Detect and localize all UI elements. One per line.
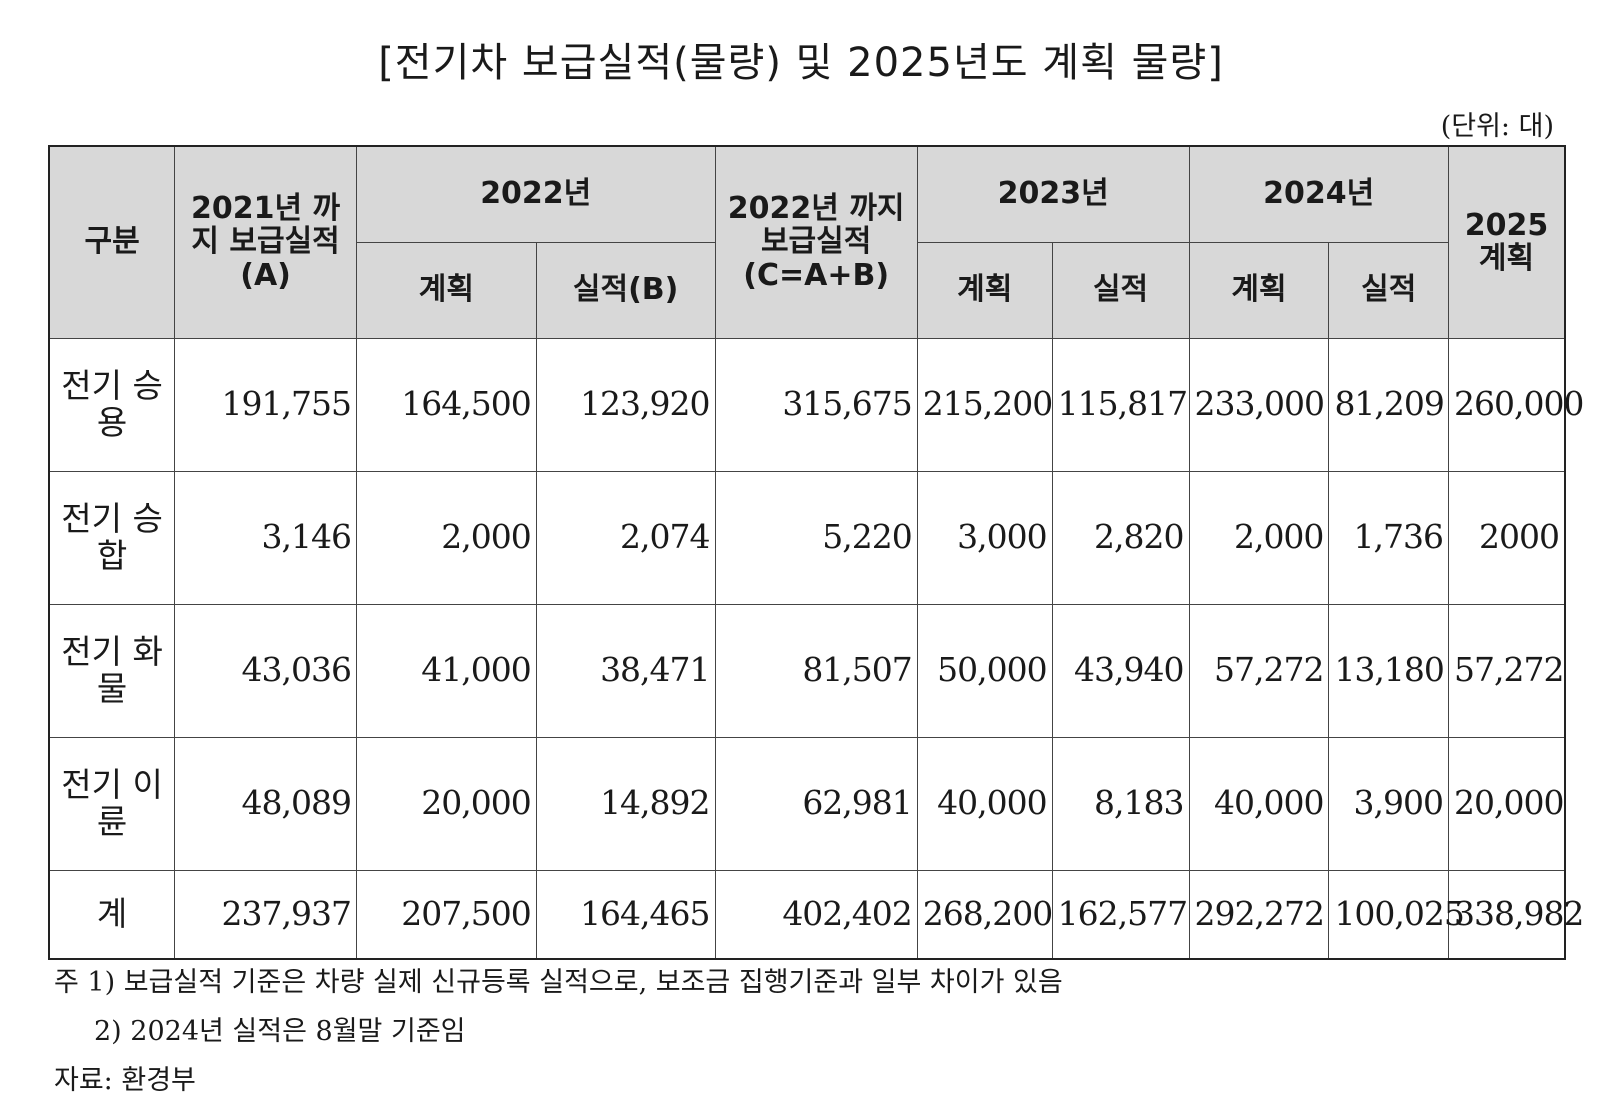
cell: 43,036 <box>174 603 357 738</box>
table-row: 전기 이륜 48,089 20,000 14,892 62,981 40,000… <box>48 736 1566 871</box>
footnote-1: 주 1) 보급실적 기준은 차량 실제 신규등록 실적으로, 보조금 집행기준과… <box>54 967 1063 998</box>
cell: 207,500 <box>355 869 537 960</box>
header-2022-actual: 실적(B) <box>535 241 716 339</box>
cell: 3,900 <box>1328 736 1449 871</box>
cell: 2,000 <box>1188 470 1330 605</box>
cell: 40,000 <box>916 736 1053 871</box>
table-row: 전기 승용 191,755 164,500 123,920 315,675 21… <box>48 337 1584 472</box>
cell: 8,183 <box>1051 736 1190 871</box>
header-category: 구분 <box>48 145 176 339</box>
cell: 338,982 <box>1447 869 1584 960</box>
row-label: 전기 승합 <box>48 470 176 605</box>
cell: 62,981 <box>714 736 918 871</box>
cell: 3,000 <box>916 470 1053 605</box>
header-2023-actual: 실적 <box>1051 241 1190 339</box>
header-2022: 2022년 <box>355 145 716 243</box>
cell: 2,820 <box>1051 470 1190 605</box>
cell: 2,000 <box>355 470 537 605</box>
cell: 57,272 <box>1188 603 1330 738</box>
header-2023-plan: 계획 <box>916 241 1053 339</box>
cell: 38,471 <box>535 603 716 738</box>
header-plan-2025: 2025 계획 <box>1447 145 1566 339</box>
cell: 2,074 <box>535 470 716 605</box>
cell: 123,920 <box>535 337 716 472</box>
ev-supply-table: 구분 2021년 까지 보급실적 (A) 2022년 2022년 까지 보급실적… <box>48 145 1584 960</box>
cell: 81,209 <box>1328 337 1449 472</box>
row-label: 전기 이륜 <box>48 736 176 871</box>
cell: 292,272 <box>1188 869 1330 960</box>
table-title: [전기차 보급실적(물량) 및 2025년도 계획 물량] <box>378 40 1224 86</box>
cell: 115,817 <box>1051 337 1190 472</box>
cell: 233,000 <box>1188 337 1330 472</box>
cell: 100,025 <box>1328 869 1465 960</box>
cell: 402,402 <box>714 869 918 960</box>
footnote-2: 2) 2024년 실적은 8월말 기준임 <box>94 1016 466 1047</box>
cell: 81,507 <box>714 603 918 738</box>
header-2023: 2023년 <box>916 145 1190 243</box>
footnotes: 주 1) 보급실적 기준은 차량 실제 신규등록 실적으로, 보조금 집행기준과… <box>54 958 1063 1105</box>
cell: 215,200 <box>916 337 1053 472</box>
cell: 14,892 <box>535 736 716 871</box>
cell: 40,000 <box>1188 736 1330 871</box>
cell: 2000 <box>1447 470 1566 605</box>
cell: 50,000 <box>916 603 1053 738</box>
table-row: 전기 승합 3,146 2,000 2,074 5,220 3,000 2,82… <box>48 470 1566 605</box>
cell: 237,937 <box>174 869 357 960</box>
cell: 1,736 <box>1328 470 1449 605</box>
row-label: 전기 승용 <box>48 337 176 472</box>
header-2024-actual: 실적 <box>1328 241 1449 339</box>
cell: 20,000 <box>1447 736 1566 871</box>
cell: 13,180 <box>1328 603 1449 738</box>
cell: 191,755 <box>174 337 357 472</box>
header-2024-plan: 계획 <box>1188 241 1330 339</box>
cell: 315,675 <box>714 337 918 472</box>
cell: 260,000 <box>1447 337 1584 472</box>
total-row: 계 237,937 207,500 164,465 402,402 268,20… <box>48 869 1584 960</box>
row-label: 전기 화물 <box>48 603 176 738</box>
source-note: 자료: 환경부 <box>54 1065 196 1096</box>
header-2022-plan: 계획 <box>355 241 537 339</box>
cell: 164,500 <box>355 337 537 472</box>
row-label: 계 <box>48 869 176 960</box>
header-2024: 2024년 <box>1188 145 1449 243</box>
header-cum-2022: 2022년 까지 보급실적 (C=A+B) <box>714 145 918 339</box>
cell: 164,465 <box>535 869 716 960</box>
cell: 5,220 <box>714 470 918 605</box>
cell: 57,272 <box>1447 603 1566 738</box>
table-row: 전기 화물 43,036 41,000 38,471 81,507 50,000… <box>48 603 1566 738</box>
cell: 3,146 <box>174 470 357 605</box>
unit-label: (단위: 대) <box>1440 111 1554 142</box>
cell: 20,000 <box>355 736 537 871</box>
cell: 41,000 <box>355 603 537 738</box>
cell: 48,089 <box>174 736 357 871</box>
cell: 162,577 <box>1051 869 1190 960</box>
cell: 43,940 <box>1051 603 1190 738</box>
header-cum-2021: 2021년 까지 보급실적 (A) <box>174 145 357 339</box>
cell: 268,200 <box>916 869 1053 960</box>
